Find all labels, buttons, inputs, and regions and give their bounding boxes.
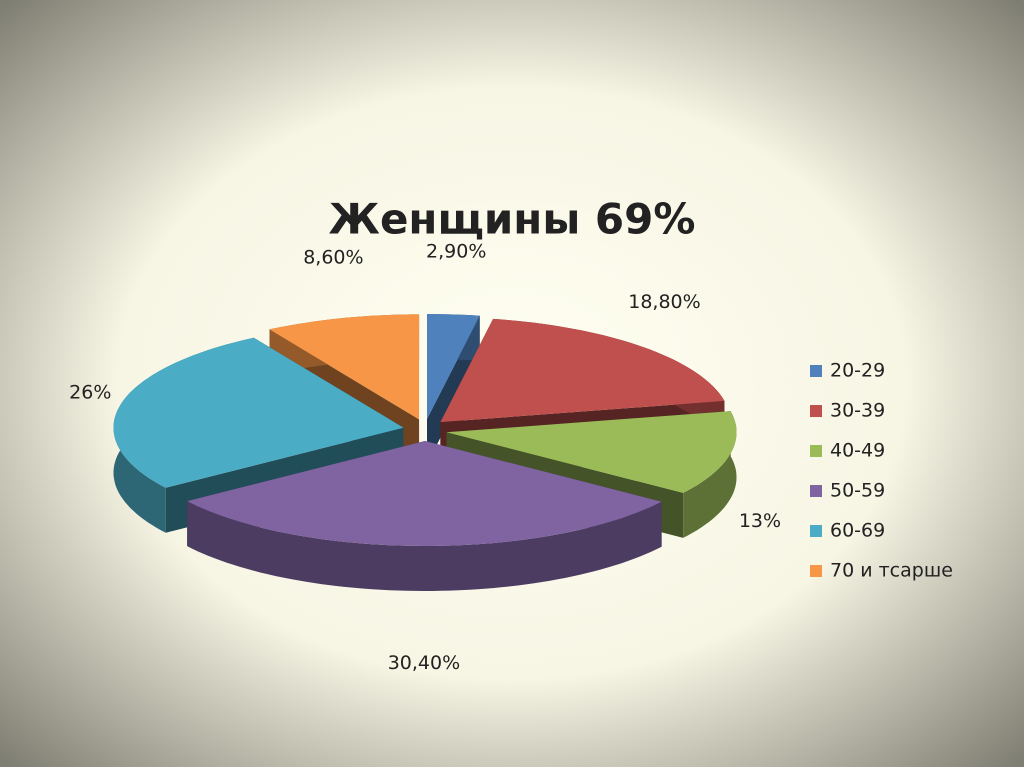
legend-swatch	[810, 445, 822, 457]
slice-wall	[683, 411, 737, 538]
slice-top	[269, 314, 420, 420]
legend-label: 20-29	[830, 360, 885, 382]
data-label: 30,40%	[388, 652, 460, 674]
legend-label: 70 и тсарше	[830, 560, 953, 582]
slice-wall	[187, 501, 662, 591]
slice-top	[187, 441, 662, 546]
legend-swatch	[810, 485, 822, 497]
legend: 20-29 30-39 40-49 50-59 60-69 70 и тсарше	[810, 360, 953, 582]
legend-label: 40-49	[830, 440, 885, 462]
slice-top	[440, 318, 725, 423]
legend-swatch	[810, 365, 822, 377]
data-label: 8,60%	[303, 247, 363, 269]
legend-swatch	[810, 565, 822, 577]
pie: 2,90% 18,80% 13% 30,40% 26% 8,60%	[69, 241, 781, 674]
slice-top	[427, 314, 480, 419]
slice	[187, 441, 662, 591]
slice-top	[113, 337, 404, 488]
data-label: 2,90%	[426, 241, 486, 263]
legend-swatch	[810, 525, 822, 537]
legend-label: 30-39	[830, 400, 885, 422]
legend-label: 50-59	[830, 480, 885, 502]
slice	[427, 314, 480, 464]
data-label: 13%	[739, 510, 781, 532]
legend-swatch	[810, 405, 822, 417]
slice-top	[446, 411, 737, 493]
data-label: 26%	[69, 381, 111, 403]
data-label: 18,80%	[628, 291, 700, 313]
chart-title: Женщины 69%	[329, 195, 696, 244]
legend-label: 60-69	[830, 520, 885, 542]
